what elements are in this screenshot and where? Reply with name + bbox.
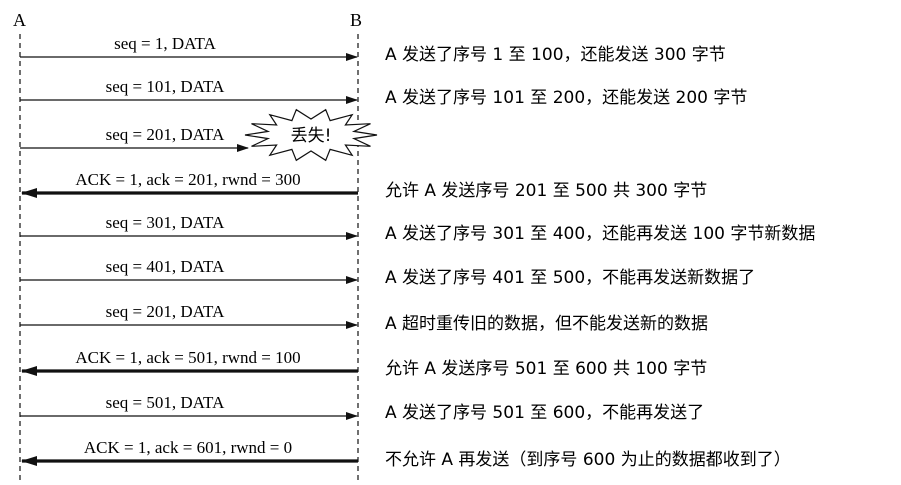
message-note: 允许 A 发送序号 201 至 500 共 300 字节 [385,181,707,201]
message-label: seq = 501, DATA [106,393,225,412]
message-note: 允许 A 发送序号 501 至 600 共 100 字节 [385,359,707,379]
message-label: seq = 201, DATA [106,302,225,321]
message-note: A 超时重传旧的数据，但不能发送新的数据 [385,314,708,334]
message-label: seq = 201, DATA [106,125,225,144]
message-label: ACK = 1, ack = 601, rwnd = 0 [84,438,292,457]
message-label: seq = 401, DATA [106,257,225,276]
message-label: ACK = 1, ack = 201, rwnd = 300 [75,170,300,189]
message-note: A 发送了序号 501 至 600，不能再发送了 [385,403,704,423]
message-label: seq = 101, DATA [106,77,225,96]
loss-label: 丢失! [291,126,332,146]
node-a-label: A [13,10,26,30]
message-note: A 发送了序号 101 至 200，还能发送 200 字节 [385,88,747,108]
loss-burst-icon [244,108,378,162]
message-note: A 发送了序号 401 至 500，不能再发送新数据了 [385,268,755,288]
message-note: 不允许 A 再发送（到序号 600 为止的数据都收到了） [385,450,791,470]
message-list: seq = 1, DATA A 发送了序号 1 至 100，还能发送 300 字节… [20,34,815,470]
node-b-label: B [350,10,362,30]
message-label: seq = 301, DATA [106,213,225,232]
message-note: A 发送了序号 301 至 400，还能再发送 100 字节新数据 [385,224,815,244]
message-note: A 发送了序号 1 至 100，还能发送 300 字节 [385,45,726,65]
message-label: seq = 1, DATA [114,34,216,53]
message-label: ACK = 1, ack = 501, rwnd = 100 [75,348,300,367]
